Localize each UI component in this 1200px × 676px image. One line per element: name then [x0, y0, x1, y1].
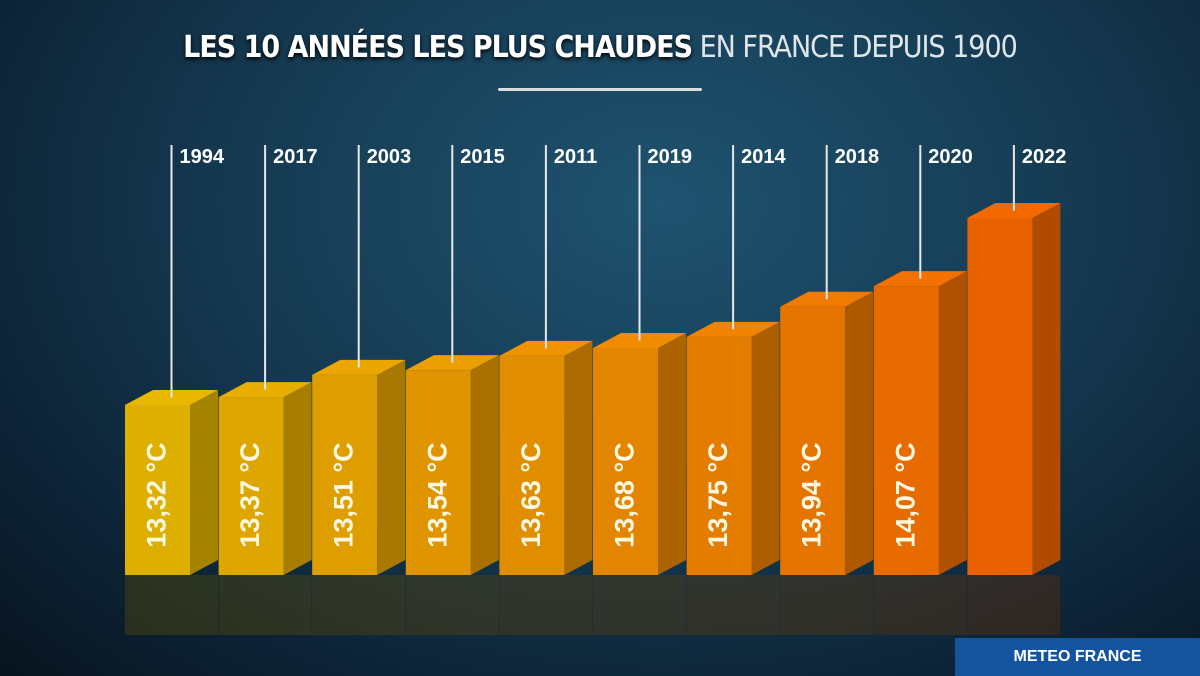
bar-side	[845, 291, 874, 575]
bar-side	[564, 340, 593, 575]
bar-reflection	[967, 575, 1061, 635]
value-label: 14,07 °C	[890, 442, 920, 547]
bar	[218, 397, 284, 575]
value-label: 13,94 °C	[797, 442, 827, 547]
bar-side	[190, 390, 218, 575]
bar	[873, 286, 939, 575]
value-label: 13,68 °C	[610, 442, 640, 547]
bar-reflection	[686, 575, 780, 635]
bar-side	[377, 359, 406, 575]
bar-reflection	[218, 575, 312, 635]
bar	[405, 370, 471, 575]
year-label: 2022	[1022, 146, 1067, 168]
value-label: 13,51 °C	[329, 442, 359, 547]
bar	[686, 336, 752, 575]
bar-side	[283, 382, 312, 575]
value-label: 13,54 °C	[422, 442, 452, 547]
bar	[499, 355, 565, 575]
year-label: 2019	[648, 146, 693, 168]
year-label: 2015	[460, 146, 505, 168]
bar-side	[751, 321, 780, 575]
bar-reflection	[499, 575, 593, 635]
bar-reflection	[873, 575, 967, 635]
value-label: 13,63 °C	[516, 442, 546, 547]
year-label: 2017	[273, 146, 318, 168]
bar	[312, 374, 378, 575]
bar-side	[658, 332, 686, 575]
bar-reflection	[593, 575, 686, 635]
value-label: 13,75 °C	[703, 442, 733, 547]
bar-side	[470, 355, 499, 575]
bar	[967, 218, 1033, 575]
source-badge: METEO FRANCE	[955, 638, 1200, 676]
year-label: 2018	[835, 146, 880, 168]
bar-reflection	[125, 575, 218, 635]
bar-side	[1032, 203, 1061, 575]
bar	[125, 405, 190, 575]
bar	[593, 347, 658, 575]
title-light: EN FRANCE DEPUIS 1900	[699, 30, 1018, 65]
year-label: 2011	[554, 146, 597, 168]
bar	[780, 306, 846, 575]
value-label: 13,37 °C	[235, 442, 265, 547]
bar-reflection	[312, 575, 406, 635]
bar-reflection	[780, 575, 874, 635]
chart-title: LES 10 ANNÉES LES PLUS CHAUDES EN FRANCE…	[0, 30, 1200, 65]
title-underline	[498, 88, 702, 91]
year-label: 1994	[180, 146, 225, 168]
title-bold: LES 10 ANNÉES LES PLUS CHAUDES	[183, 30, 693, 65]
bar-reflection	[405, 575, 499, 635]
value-label: 13,32 °C	[142, 442, 172, 547]
year-label: 2014	[741, 146, 786, 168]
year-label: 2003	[367, 146, 412, 168]
bar-side	[938, 271, 967, 575]
year-label: 2020	[928, 146, 973, 168]
